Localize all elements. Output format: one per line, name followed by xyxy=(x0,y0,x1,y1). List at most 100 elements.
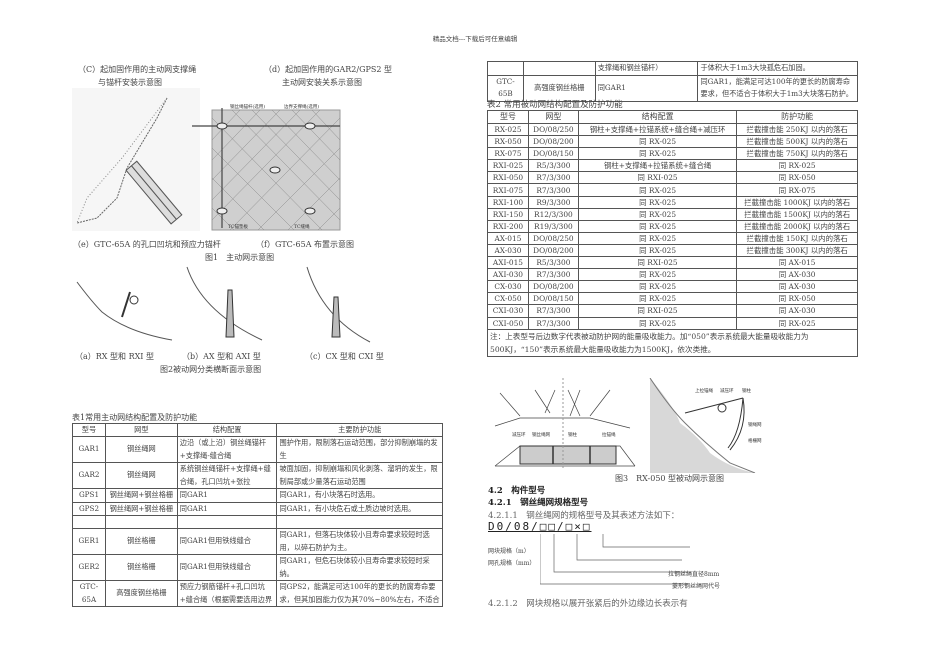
table-cell xyxy=(522,61,596,76)
table-cell: 同 RX-025 xyxy=(577,231,738,245)
table-cell: 同GAR1 xyxy=(176,501,278,516)
table-cell: 同GAR1，有小块危石或土质边坡时选用。 xyxy=(276,501,443,516)
table-cell: R7/3/300 xyxy=(527,304,579,318)
table-row: GER2 钢丝格栅 同GAR1但用铁线缝合 同GAR1，但危石块体较小且寿命要求较短时… xyxy=(72,554,443,581)
table-row: GPS1 钢丝绳网+钢丝格栅 同GAR1 同GAR1，有小块落石时选用。 xyxy=(72,488,443,503)
table2-header-row: 型号 网型 结构配置 防护功能 xyxy=(487,110,858,124)
table-row: GPS2 钢丝绳网+钢丝格栅 同GAR1 同GAR1，有小块危石或土质边坡时选用。 xyxy=(72,501,443,516)
table1: 型号 网型 结构配置 主要防护功能 GAR1 钢丝绳网 边沿（或上沿）钢丝绳锚杆+支撑绳-… xyxy=(72,423,443,607)
table-cell: 同 RX-025 xyxy=(577,268,738,282)
fig3-title: 图3 RX-050 型被动网示意图 xyxy=(615,474,725,483)
table-cell: 同 AX-030 xyxy=(736,280,858,294)
table-cell: RXI-025 xyxy=(487,159,529,173)
fig1-label-anchor: 钢丝绳锚杆(选用) xyxy=(230,103,265,110)
table-cell: GAR1 xyxy=(72,436,106,463)
table-cell: 同 RX-025 xyxy=(577,183,738,197)
heading-4-2: 4.2 构件型号 xyxy=(488,486,546,496)
table-cell: RXI-050 xyxy=(487,171,529,185)
table-cell: 同GAR1，能满足可达100年的更长的防腐寿命要求，但不适合于体积大于1m3大块… xyxy=(697,74,858,102)
label-block-spec: 网块规格（m） xyxy=(488,548,530,555)
fig1-caption-e: （e）GTC-65A 的孔口凹坑和预应力锚杆 xyxy=(73,240,221,249)
table-cell: 拦截撞击能 150KJ 以内的落石 xyxy=(736,231,858,245)
table-cell xyxy=(104,515,178,529)
fig2-caption-a: （a）RX 型和 RXI 型 xyxy=(75,352,154,361)
table-cell: 钢丝格栅 xyxy=(104,528,178,555)
table-row: GAR1 钢丝绳网 边沿（或上沿）钢丝绳锚杆+支撑绳-缝合绳 围护作用，限制落石运动范… xyxy=(72,436,443,463)
table-cell: DO/08/200 xyxy=(527,243,579,258)
table-cell: DO/08/150 xyxy=(527,147,579,161)
table2-title: 表2 常用被动网结构配置及防护功能 xyxy=(487,100,623,110)
table-cell: 钢丝绳网 xyxy=(104,462,178,489)
table-cell: RX-050 xyxy=(487,135,529,149)
table-cell: 同 RX-050 xyxy=(736,292,858,306)
table-cell: 同 RX-025 xyxy=(736,159,858,173)
page-header: 精品文档---下载后可任意编辑 xyxy=(432,35,518,43)
table-row: CXI-030 R7/3/300 同 RXI-025 同 AX-030 xyxy=(487,304,858,318)
table-cell: AXI-030 xyxy=(487,268,529,282)
table-cell: 同 RX-050 xyxy=(736,171,858,185)
table-cell: GTC-65A xyxy=(72,580,106,607)
table-cell: 同 RX-025 xyxy=(577,316,738,330)
table-cell: 同GAR1 xyxy=(594,74,699,102)
formula-leader-lines xyxy=(540,534,690,585)
table-cell: GAR2 xyxy=(72,462,106,489)
table-cell: 同 RX-025 xyxy=(577,207,738,221)
table-cell: 同GAR1，但落石块体较小且寿命要求较短时选用，以碎石防护为主。 xyxy=(276,528,443,555)
table2-note-row: 注：上表型号后边数字代表被动防护网的能量吸收能力。加“050”表示系统最大能量吸… xyxy=(487,328,858,357)
table-cell: 同 RX-025 xyxy=(736,316,858,330)
table-row: GTC-65A 高强度钢丝格栅 预应力钢筋锚杆+孔口凹坑+缝合绳（根据需要选用边界同… xyxy=(72,580,443,607)
table-row: AXI-015 R5/3/300 同 RXI-025 同 AX-015 xyxy=(487,256,858,270)
table-cell: 同 RXI-025 xyxy=(577,171,738,185)
fig2-caption-b: （b）AX 型和 AXI 型 xyxy=(182,352,261,361)
table-cell: RXI-200 xyxy=(487,219,529,233)
table1-title: 表1常用主动网结构配置及防护功能 xyxy=(72,413,198,422)
table-cell: 同 RX-025 xyxy=(577,292,738,306)
fig3-label-grid-net: 格栅网 xyxy=(748,437,762,444)
table-cell: 同 RX-025 xyxy=(577,195,738,209)
fig1-label-plate: TC锚垫板 xyxy=(228,223,248,230)
para-4-2-1-1: 4.2.1.1 钢丝绳网的规格型号及其表述方法如下： xyxy=(488,511,680,521)
fig2-title: 图2被动网分类横断面示意图 xyxy=(160,365,262,374)
fig3-diagram: 减压环 钢丝绳网 钢柱 拉锚绳 上拉锚绳 减压环 钢柱 钢绳网 格栅网 xyxy=(494,378,762,473)
heading-4-2-1: 4.2.1 钢丝绳网规格型号 xyxy=(488,498,589,508)
table-cell: 围护作用，限制落石运动范围，部分抑制崩塌的发生 xyxy=(276,436,443,463)
table-cell: CX-030 xyxy=(487,280,529,294)
table-row: CX-050 DO/08/150 同 RX-025 同 RX-050 xyxy=(487,292,858,306)
fig3-label-net: 钢丝绳网 xyxy=(532,431,550,438)
table-cell: R9/3/300 xyxy=(527,195,579,209)
table-cell: R5/3/300 xyxy=(527,159,579,173)
fig3-label-post2: 钢柱 xyxy=(742,387,751,394)
para-4-2-1-2: 4.2.1.2 网块规格以展开张紧后的外边缘边长表示有 xyxy=(488,599,688,609)
table-cell: AXI-015 xyxy=(487,256,529,270)
fig1-diagram: 钢丝绳锚杆(选用) 边界支撑绳(选用) TC锚垫板 TC缝绳 xyxy=(72,88,341,231)
fig1-label-boundary-rope: 边界支撑绳(选用) xyxy=(284,103,319,110)
table-cell: AX-030 xyxy=(487,243,529,258)
table-row: CXI-050 R7/3/300 同 RX-025 同 RX-025 xyxy=(487,316,858,330)
fig2-diagram xyxy=(76,266,371,343)
table-cell: CXI-050 xyxy=(487,316,529,330)
table-cell: 拦截撞击能 1000KJ 以内的落石 xyxy=(736,195,858,209)
table-cell: GER1 xyxy=(72,528,106,555)
table-cell: 钢丝绳网+钢丝格栅 xyxy=(104,501,178,516)
table-cell: R7/3/300 xyxy=(527,183,579,197)
table-row: RX-075 DO/08/150 同 RX-025 拦截撞击能 750KJ 以内的落石 xyxy=(487,147,858,161)
table-cell: 拦截撞击能 2000KJ 以内的落石 xyxy=(736,219,858,233)
fig1-caption-c-1: （C）起加固作用的主动网支撑绳 xyxy=(78,65,197,74)
table-cell: 同GAR1 xyxy=(176,488,278,503)
table-row: GTC-65B 高强度钢丝格栅 同GAR1 同GAR1，能满足可达100年的更长的防腐… xyxy=(487,74,858,102)
table-cell: 同 RXI-025 xyxy=(577,304,738,318)
table-row: RXI-200 R19/3/300 同 RX-025 拦截撞击能 2000KJ 以内的… xyxy=(487,219,858,233)
table-row: AXI-030 R7/3/300 同 RX-025 同 AX-030 xyxy=(487,268,858,282)
table-cell: R7/3/300 xyxy=(527,171,579,185)
table-cell: RX-025 xyxy=(487,122,529,137)
fig3-label-rope: 拉锚绳 xyxy=(602,431,616,438)
fig1-title: 图1 主动网示意图 xyxy=(205,253,275,262)
table-row: RXI-150 R12/3/300 同 RX-025 拦截撞击能 1500KJ 以内的… xyxy=(487,207,858,221)
table-cell: 拦截撞击能 250KJ 以内的落石 xyxy=(736,122,858,137)
table-row: AX-015 DO/08/250 同 RX-025 拦截撞击能 150KJ 以内的落石 xyxy=(487,231,858,245)
table-cell: 系统钢丝绳锚杆+支撑绳+缝合绳，孔口凹坑+张拉 xyxy=(176,462,278,489)
table-cell: 于体积大于1m3大块孤危石加固。 xyxy=(697,61,858,76)
table-row: RXI-100 R9/3/300 同 RX-025 拦截撞击能 1000KJ 以内的落… xyxy=(487,195,858,209)
label-rope-diameter: 拉钢丝绳直径8mm xyxy=(668,571,720,578)
table-cell: 同 RX-075 xyxy=(736,183,858,197)
